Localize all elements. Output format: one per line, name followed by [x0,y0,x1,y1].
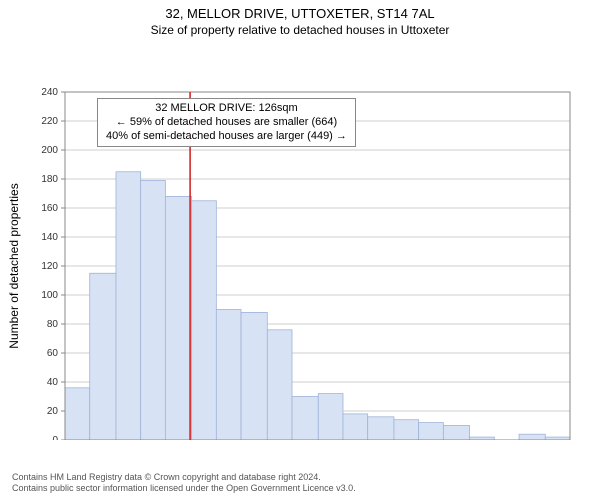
bar [292,397,318,441]
svg-text:0: 0 [52,435,58,440]
footer-line-2: Contains public sector information licen… [12,483,588,494]
footer-line-1: Contains HM Land Registry data © Crown c… [12,472,588,483]
bar [343,414,368,440]
bar [318,394,343,440]
bar [419,423,444,440]
bar [116,172,141,440]
bar [192,201,217,440]
svg-text:200: 200 [41,145,58,156]
svg-text:40: 40 [47,377,59,388]
bar [90,273,116,440]
svg-text:220: 220 [41,116,58,127]
bar [519,434,545,440]
title-line-2: Size of property relative to detached ho… [0,23,600,39]
bar [267,330,292,440]
svg-text:160: 160 [41,203,58,214]
bar [216,310,241,441]
svg-text:20: 20 [47,406,59,417]
svg-text:180: 180 [41,174,58,185]
chart-container: 32, MELLOR DRIVE, UTTOXETER, ST14 7AL Si… [0,0,600,500]
svg-text:100: 100 [41,290,58,301]
title-line-1: 32, MELLOR DRIVE, UTTOXETER, ST14 7AL [0,6,600,23]
svg-text:80: 80 [47,319,59,330]
bar [165,196,191,440]
footer: Contains HM Land Registry data © Crown c… [12,472,588,495]
bar [394,420,419,440]
bar [368,417,394,440]
histogram-chart: 020406080100120140160180200220240 45sqm6… [0,40,600,440]
bar [65,388,90,440]
bar [141,180,166,440]
svg-text:60: 60 [47,348,59,359]
y-tick-labels: 0 20 40 60 80 100 120 140 160 180 200 220 240 [41,87,65,440]
bar [241,312,267,440]
svg-text:120: 120 [41,261,58,272]
bars [65,172,570,440]
y-axis-label: Number of detached properties [7,183,21,348]
svg-text:240: 240 [41,87,58,98]
bar [443,426,469,441]
title-block: 32, MELLOR DRIVE, UTTOXETER, ST14 7AL Si… [0,0,600,38]
svg-text:140: 140 [41,232,58,243]
